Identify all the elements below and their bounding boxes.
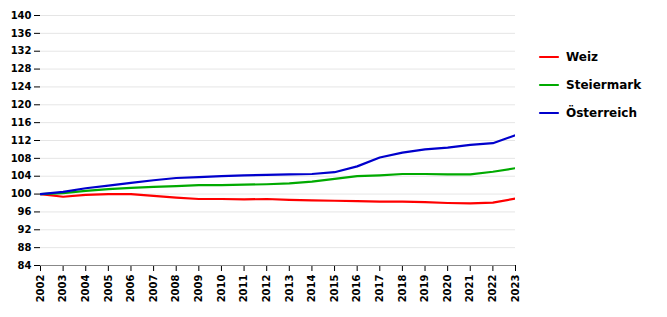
svg-text:2011: 2011 — [238, 274, 249, 302]
html-text:Weiz: Weiz — [566, 50, 598, 64]
svg-text:2005: 2005 — [103, 274, 114, 302]
svg-text:120: 120 — [11, 99, 32, 110]
svg-text:2019: 2019 — [419, 274, 430, 302]
svg-text:2013: 2013 — [284, 274, 295, 302]
svg-text:2018: 2018 — [397, 274, 408, 302]
svg-text:104: 104 — [11, 170, 32, 181]
html-text:Steiermark: Steiermark — [566, 78, 642, 92]
svg-text:2009: 2009 — [193, 274, 204, 302]
svg-text:116: 116 — [11, 117, 32, 128]
svg-text:88: 88 — [18, 242, 32, 253]
svg-text:2022: 2022 — [487, 274, 498, 302]
svg-text:2014: 2014 — [306, 274, 317, 302]
svg-text:2016: 2016 — [351, 274, 362, 302]
svg-text:128: 128 — [11, 63, 32, 74]
svg-text:2021: 2021 — [464, 274, 475, 302]
svg-text:2023: 2023 — [510, 274, 521, 302]
svg-text:92: 92 — [18, 224, 32, 235]
svg-text:2017: 2017 — [374, 274, 385, 302]
svg-text:2012: 2012 — [261, 274, 272, 302]
svg-text:2002: 2002 — [35, 274, 46, 302]
svg-text:2003: 2003 — [57, 274, 68, 302]
svg-text:2006: 2006 — [125, 274, 136, 302]
svg-text:2010: 2010 — [216, 274, 227, 302]
svg-text:140: 140 — [11, 10, 32, 21]
svg-text:2008: 2008 — [170, 274, 181, 302]
svg-text:108: 108 — [11, 153, 32, 164]
svg-text:132: 132 — [11, 45, 32, 56]
svg-text:124: 124 — [11, 81, 32, 92]
svg-text:136: 136 — [11, 28, 32, 39]
svg-text:2020: 2020 — [442, 274, 453, 302]
svg-text:96: 96 — [18, 206, 32, 217]
svg-text:2007: 2007 — [148, 274, 159, 302]
svg-text:2004: 2004 — [80, 274, 91, 302]
svg-text:100: 100 — [11, 188, 32, 199]
svg-text:84: 84 — [18, 260, 32, 271]
svg-text:2015: 2015 — [329, 274, 340, 302]
html-text:Österreich: Österreich — [566, 106, 637, 120]
svg-text:112: 112 — [11, 135, 32, 146]
